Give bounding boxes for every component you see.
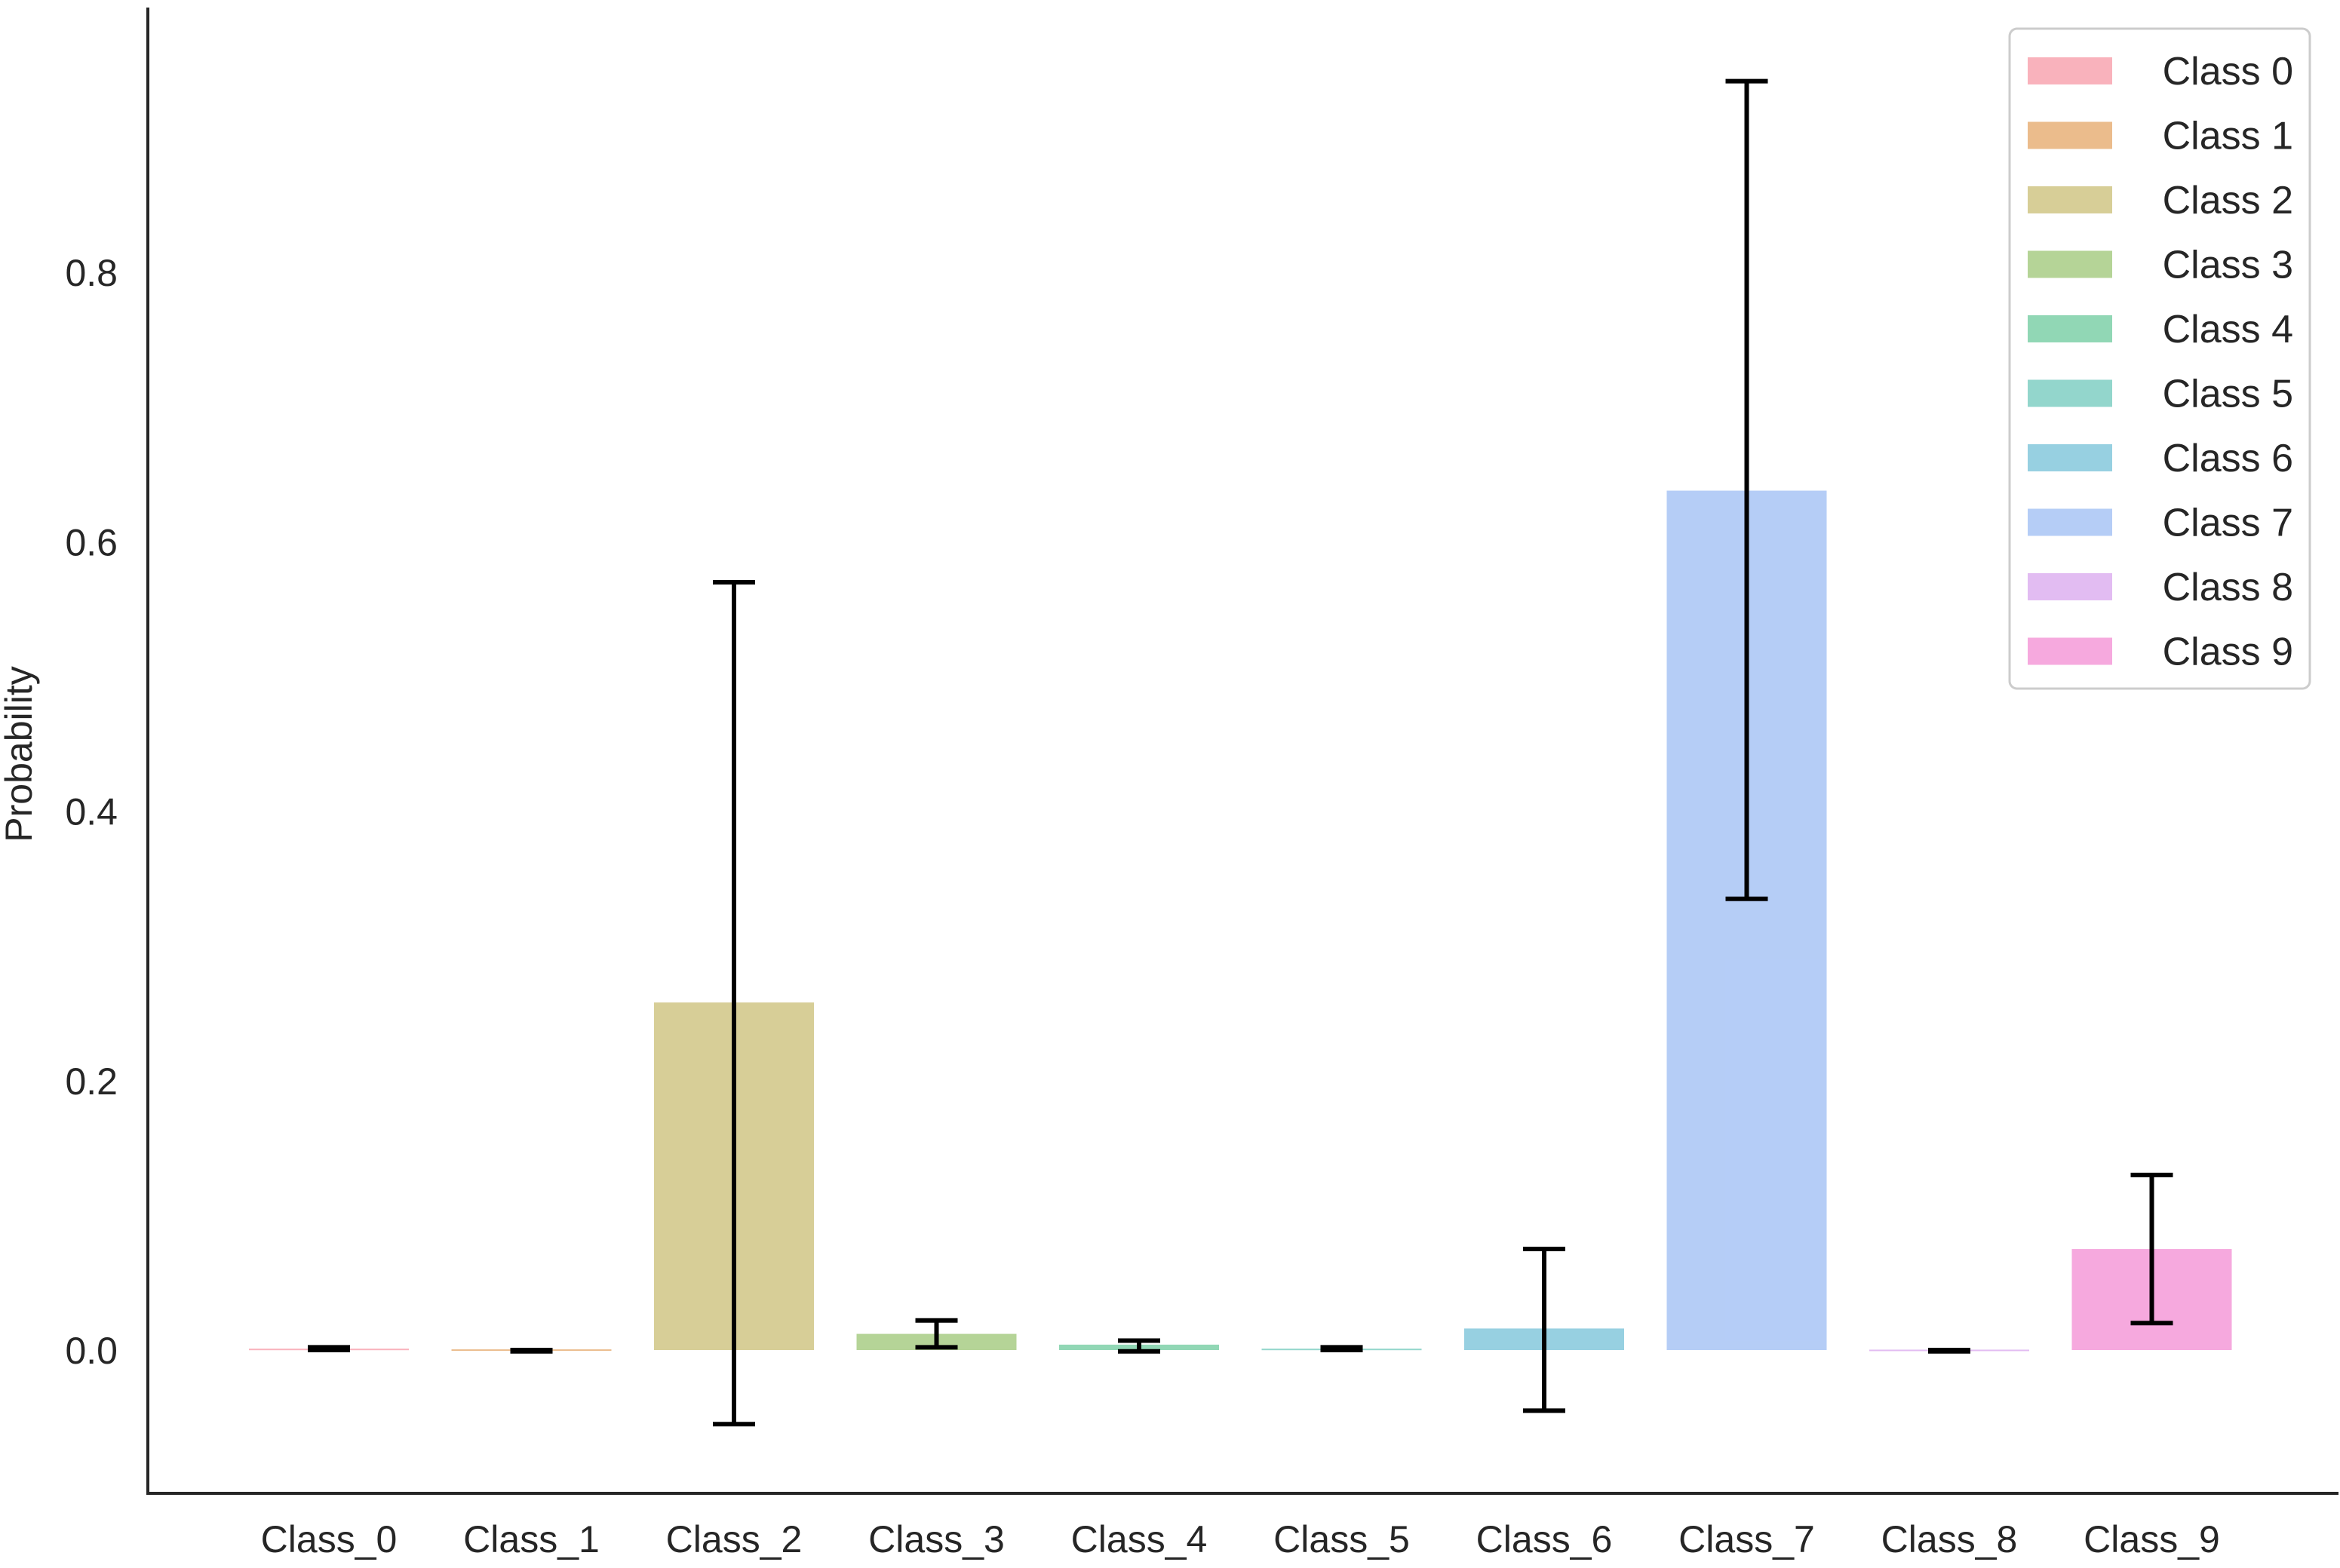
x-tick-label: Class_9 (2084, 1518, 2220, 1560)
legend-swatch (2028, 444, 2112, 471)
x-tick-label: Class_5 (1273, 1518, 1410, 1560)
error-bar-class-3 (915, 1318, 958, 1350)
legend-swatch (2028, 379, 2112, 407)
legend-label: Class 4 (2163, 308, 2293, 351)
x-tick-label: Class_8 (1881, 1518, 2018, 1560)
legend-swatch (2028, 508, 2112, 536)
bars (249, 490, 2232, 1352)
axes (146, 8, 2338, 1495)
x-tick-label: Class_4 (1071, 1518, 1208, 1560)
y-ticks: 0.0 0.2 0.4 0.6 0.8 (65, 252, 118, 1372)
error-bar-class-0 (308, 1345, 350, 1352)
x-tick-label: Class_7 (1678, 1518, 1815, 1560)
legend-swatch (2028, 250, 2112, 278)
legend-swatch (2028, 121, 2112, 149)
error-bar-class-7 (1725, 78, 1768, 901)
y-tick-label: 0.6 (65, 521, 118, 563)
legend-label: Class 2 (2163, 179, 2293, 222)
error-bar-class-2 (713, 579, 755, 1427)
x-tick-label: Class_3 (868, 1518, 1005, 1560)
error-bar-class-4 (1118, 1338, 1160, 1354)
legend-swatch (2028, 315, 2112, 342)
legend-label: Class 8 (2163, 566, 2293, 609)
x-ticks: Class_0 Class_1 Class_2 Class_3 Class_4 Class… (261, 1518, 2220, 1560)
error-bar-class-6 (1523, 1247, 1565, 1413)
y-axis-label: Probability (0, 666, 40, 842)
x-tick-label: Class_1 (463, 1518, 600, 1560)
y-tick-label: 0.2 (65, 1060, 118, 1103)
legend-label: Class 0 (2163, 50, 2293, 94)
error-bars (308, 78, 2173, 1427)
legend-label: Class 9 (2163, 631, 2293, 674)
error-bar-class-1 (510, 1348, 553, 1354)
legend-swatch (2028, 57, 2112, 84)
legend-label: Class 3 (2163, 244, 2293, 287)
y-tick-label: 0.4 (65, 791, 118, 833)
y-tick-label: 0.0 (65, 1330, 118, 1372)
legend-label: Class 6 (2163, 437, 2293, 480)
error-bar-class-9 (2130, 1172, 2173, 1326)
legend-label: Class 5 (2163, 373, 2293, 416)
x-tick-label: Class_2 (666, 1518, 803, 1560)
x-tick-label: Class_0 (261, 1518, 398, 1560)
y-tick-label: 0.8 (65, 252, 118, 294)
error-bar-class-8 (1928, 1348, 1970, 1354)
legend-swatch (2028, 573, 2112, 600)
legend-label: Class 7 (2163, 502, 2293, 545)
legend-swatch (2028, 637, 2112, 665)
legend-label: Class 1 (2163, 115, 2293, 158)
x-tick-label: Class_6 (1476, 1518, 1613, 1560)
legend-swatch (2028, 186, 2112, 213)
legend: Class 0 Class 1 Class 2 Class 3 Class 4 Class… (2008, 27, 2311, 690)
error-bar-class-5 (1320, 1345, 1363, 1352)
